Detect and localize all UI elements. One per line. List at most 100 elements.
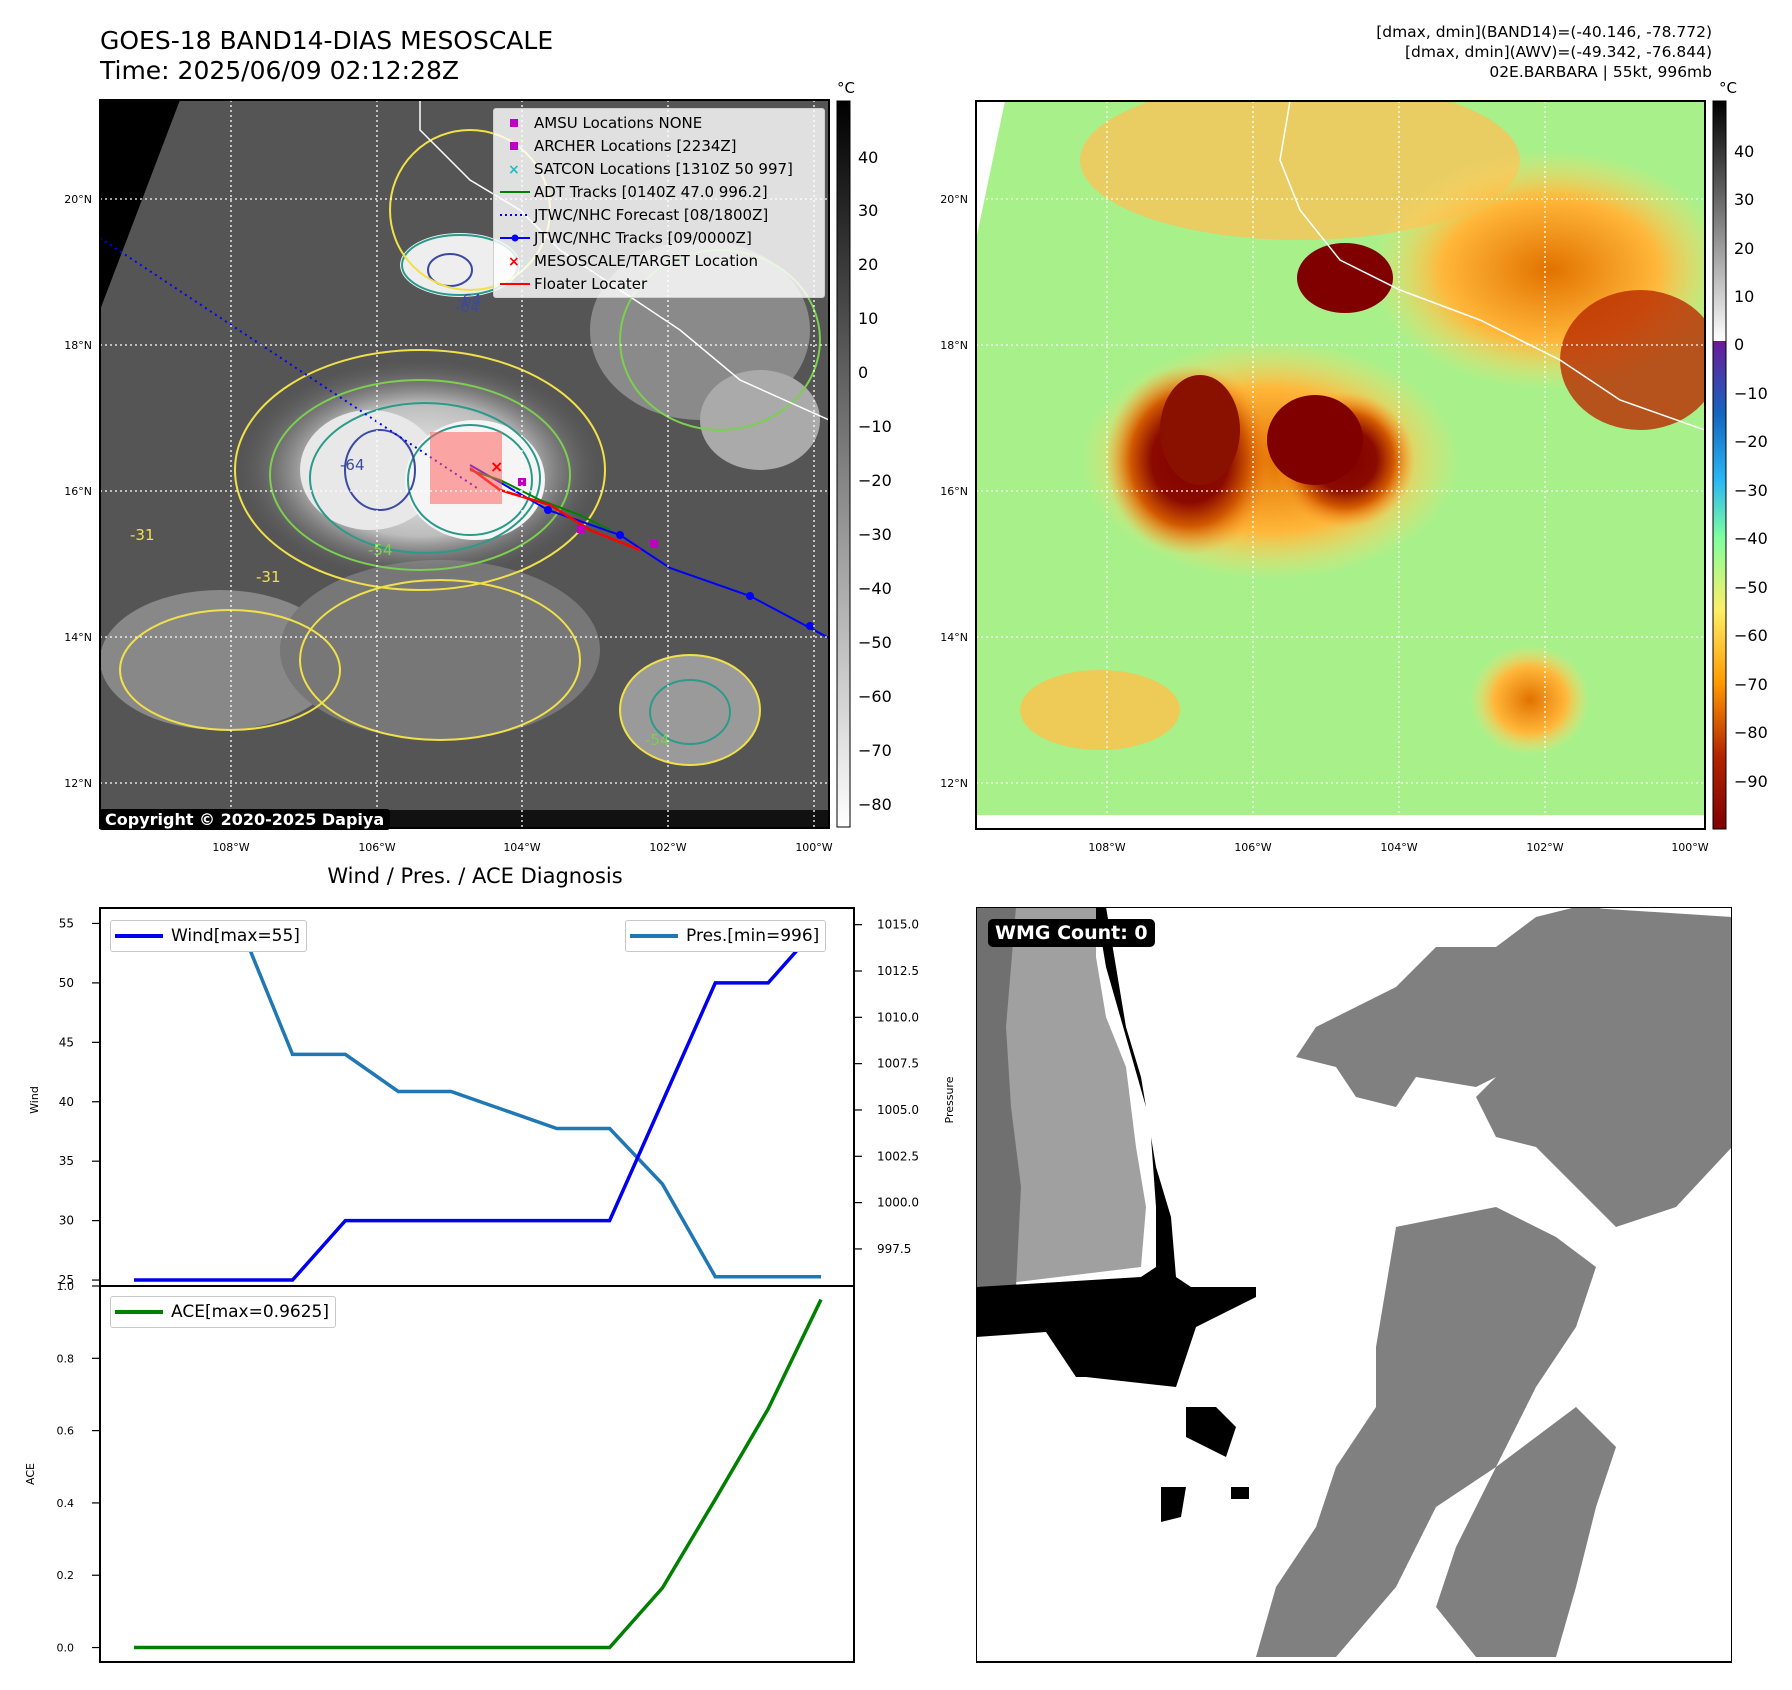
pressure-tick-label: 1007.5 bbox=[877, 1057, 919, 1071]
svg-text:−20: −20 bbox=[1734, 432, 1768, 451]
svg-text:−10: −10 bbox=[1734, 384, 1768, 403]
svg-text:−50: −50 bbox=[1734, 578, 1768, 597]
wmg-panel bbox=[976, 907, 1732, 1663]
svg-text:10: 10 bbox=[858, 309, 878, 328]
contour-label: -31 bbox=[130, 526, 155, 544]
left-colorbar-ticks: 40 30 20 10 0 −10 −20 −30 −40 −50 −60 −7… bbox=[858, 148, 892, 814]
contour-label: -64 bbox=[455, 298, 480, 316]
right-map-image bbox=[976, 101, 1705, 829]
svg-text:−20: −20 bbox=[858, 471, 892, 490]
svg-text:30: 30 bbox=[1734, 190, 1754, 209]
wind-tick-label: 55 bbox=[59, 916, 74, 930]
wind-tick-label: 30 bbox=[59, 1214, 74, 1228]
legend-item-jtwc: JTWC/NHC Tracks [09/0000Z] bbox=[494, 226, 824, 249]
left-map-svg: -64 -64 -64 -54 -31 -31 -54 × bbox=[64, 79, 1768, 854]
pressure-tick-label: 997.5 bbox=[877, 1242, 911, 1256]
storm-info: [dmax, dmin](BAND14)=(-40.146, -78.772) … bbox=[1376, 22, 1712, 82]
ace-tick-label: 0.8 bbox=[57, 1352, 75, 1365]
copyright-label: Copyright © 2020-2025 Dapiya bbox=[99, 809, 391, 830]
svg-text:100°W: 100°W bbox=[795, 841, 832, 854]
svg-text:20: 20 bbox=[1734, 239, 1754, 258]
pressure-series-line bbox=[134, 922, 821, 1279]
left-map-legend: AMSU Locations NONE ARCHER Locations [22… bbox=[493, 108, 825, 298]
svg-text:−10: −10 bbox=[858, 417, 892, 436]
contour-label: -54 bbox=[645, 731, 670, 749]
wind-axis-label: Wind bbox=[28, 1086, 41, 1114]
svg-text:−30: −30 bbox=[1734, 481, 1768, 500]
svg-text:102°W: 102°W bbox=[649, 841, 686, 854]
right-lon-labels: 108°W 106°W 104°W 102°W 100°W bbox=[1088, 841, 1708, 854]
contour-label: -64 bbox=[340, 456, 365, 474]
svg-text:10: 10 bbox=[1734, 287, 1754, 306]
pressure-tick-label: 1000.0 bbox=[877, 1196, 919, 1210]
left-map-contours bbox=[119, 100, 829, 766]
pressure-tick-label: 1010.0 bbox=[877, 1010, 919, 1024]
legend-item-mesoscale: × MESOSCALE/TARGET Location bbox=[508, 251, 759, 271]
svg-text:0: 0 bbox=[1734, 335, 1744, 354]
svg-text:100°W: 100°W bbox=[1671, 841, 1708, 854]
svg-text:30: 30 bbox=[858, 201, 878, 220]
ace-series-line bbox=[134, 1298, 823, 1650]
info-line-awv: [dmax, dmin](AWV)=(-49.342, -76.844) bbox=[1405, 43, 1712, 61]
wind-tick-label: 35 bbox=[59, 1154, 74, 1168]
svg-text:×: × bbox=[508, 162, 520, 178]
pressure-tick-label: 1005.0 bbox=[877, 1103, 919, 1117]
svg-text:−60: −60 bbox=[1734, 626, 1768, 645]
ace-tick-label: 0.0 bbox=[57, 1642, 75, 1655]
wind-legend: Wind[max=55] bbox=[110, 920, 307, 952]
pressure-axis-label: Pressure bbox=[943, 1076, 956, 1123]
svg-text:16°N: 16°N bbox=[64, 485, 92, 498]
wmg-count-label: WMG Count: 0 bbox=[988, 919, 1155, 947]
right-lat-labels: 20°N 18°N 16°N 14°N 12°N bbox=[940, 193, 968, 790]
svg-text:−70: −70 bbox=[858, 741, 892, 760]
ace-tick-label: 0.2 bbox=[57, 1569, 75, 1582]
svg-text:−30: −30 bbox=[858, 525, 892, 544]
contour-label: -64 bbox=[457, 291, 482, 309]
legend-item-archer: ARCHER Locations [2234Z] bbox=[494, 134, 824, 157]
ace-tick-label: 0.4 bbox=[57, 1497, 75, 1510]
wind-tick-label: 25 bbox=[59, 1273, 74, 1287]
left-lat-labels: 20°N 18°N 16°N 14°N 12°N bbox=[64, 193, 92, 790]
svg-text:18°N: 18°N bbox=[940, 339, 968, 352]
wind-tick-label: 45 bbox=[59, 1035, 74, 1049]
figure-title: GOES-18 BAND14-DIAS MESOSCALE bbox=[100, 26, 554, 55]
forecast-track bbox=[100, 237, 481, 491]
legend-item-adt: ADT Tracks [0140Z 47.0 996.2] bbox=[500, 182, 768, 201]
wind-tick-label: 40 bbox=[59, 1095, 74, 1109]
diagnosis-title: Wind / Pres. / ACE Diagnosis bbox=[327, 864, 623, 888]
legend-item-floater: Floater Locater bbox=[500, 274, 648, 293]
svg-text:102°W: 102°W bbox=[1526, 841, 1563, 854]
ace-axis-ticks: 1.0 0.8 0.6 0.4 0.2 0.0 bbox=[57, 1280, 100, 1655]
svg-text:−60: −60 bbox=[858, 687, 892, 706]
svg-text:106°W: 106°W bbox=[1234, 841, 1271, 854]
svg-text:20°N: 20°N bbox=[64, 193, 92, 206]
svg-text:104°W: 104°W bbox=[503, 841, 540, 854]
ace-tick-label: 1.0 bbox=[57, 1280, 75, 1293]
legend-item-amsu: AMSU Locations NONE bbox=[494, 111, 824, 134]
ace-panel bbox=[99, 1285, 855, 1663]
pressure-tick-label: 1002.5 bbox=[877, 1149, 919, 1163]
svg-text:−40: −40 bbox=[858, 579, 892, 598]
svg-text:12°N: 12°N bbox=[940, 777, 968, 790]
pressure-axis-ticks: 1015.0 1012.5 1010.0 1007.5 1005.0 1002.5 1000… bbox=[854, 918, 919, 1256]
wind-axis-ticks: 55 50 45 40 35 30 25 bbox=[59, 916, 100, 1287]
pressure-tick-label: 1012.5 bbox=[877, 964, 919, 978]
svg-text:106°W: 106°W bbox=[358, 841, 395, 854]
svg-text:14°N: 14°N bbox=[64, 631, 92, 644]
contour-label: -54 bbox=[368, 541, 393, 559]
svg-text:108°W: 108°W bbox=[212, 841, 249, 854]
legend-item-satcon: × SATCON Locations [1310Z 50 997] bbox=[508, 159, 793, 179]
left-map-tracks: × bbox=[100, 237, 829, 639]
svg-text:20: 20 bbox=[858, 255, 878, 274]
svg-text:−50: −50 bbox=[858, 633, 892, 652]
right-colorbar bbox=[1712, 100, 1727, 830]
svg-text:−40: −40 bbox=[1734, 529, 1768, 548]
svg-text:−80: −80 bbox=[1734, 723, 1768, 742]
svg-text:20°N: 20°N bbox=[940, 193, 968, 206]
svg-text:18°N: 18°N bbox=[64, 339, 92, 352]
right-colorbar-ticks: 40 30 20 10 0 −10 −20 −30 −40 −50 −60 −7… bbox=[1734, 142, 1768, 791]
svg-text:−90: −90 bbox=[1734, 772, 1768, 791]
svg-text:14°N: 14°N bbox=[940, 631, 968, 644]
left-lon-labels: 108°W 106°W 104°W 102°W 100°W bbox=[212, 841, 832, 854]
